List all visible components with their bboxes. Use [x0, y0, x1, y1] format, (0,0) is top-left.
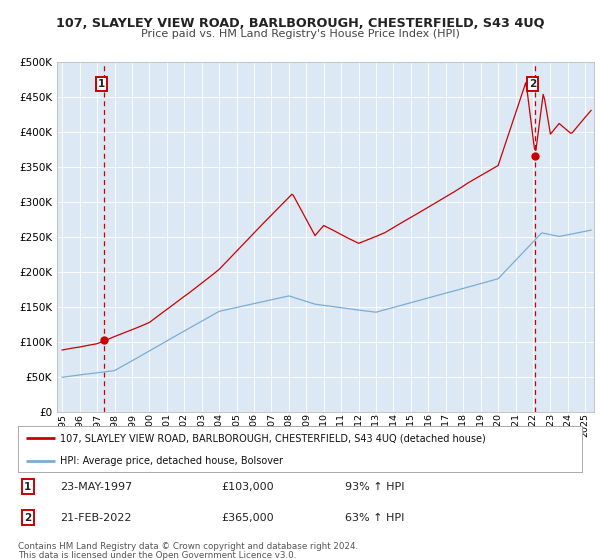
Text: 107, SLAYLEY VIEW ROAD, BARLBOROUGH, CHESTERFIELD, S43 4UQ (detached house): 107, SLAYLEY VIEW ROAD, BARLBOROUGH, CHE… [60, 433, 486, 444]
Text: Contains HM Land Registry data © Crown copyright and database right 2024.: Contains HM Land Registry data © Crown c… [18, 542, 358, 550]
Text: 1: 1 [24, 482, 31, 492]
Text: This data is licensed under the Open Government Licence v3.0.: This data is licensed under the Open Gov… [18, 551, 296, 560]
Text: 21-FEB-2022: 21-FEB-2022 [60, 512, 132, 522]
Text: 107, SLAYLEY VIEW ROAD, BARLBOROUGH, CHESTERFIELD, S43 4UQ: 107, SLAYLEY VIEW ROAD, BARLBOROUGH, CHE… [56, 17, 544, 30]
Text: 2: 2 [24, 512, 31, 522]
Text: 2: 2 [529, 79, 536, 89]
Text: HPI: Average price, detached house, Bolsover: HPI: Average price, detached house, Bols… [60, 456, 283, 466]
Text: 93% ↑ HPI: 93% ↑ HPI [345, 482, 404, 492]
Text: £103,000: £103,000 [221, 482, 274, 492]
Text: 63% ↑ HPI: 63% ↑ HPI [345, 512, 404, 522]
Text: Price paid vs. HM Land Registry's House Price Index (HPI): Price paid vs. HM Land Registry's House … [140, 29, 460, 39]
Text: £365,000: £365,000 [221, 512, 274, 522]
Text: 23-MAY-1997: 23-MAY-1997 [60, 482, 133, 492]
Text: 1: 1 [98, 79, 105, 89]
